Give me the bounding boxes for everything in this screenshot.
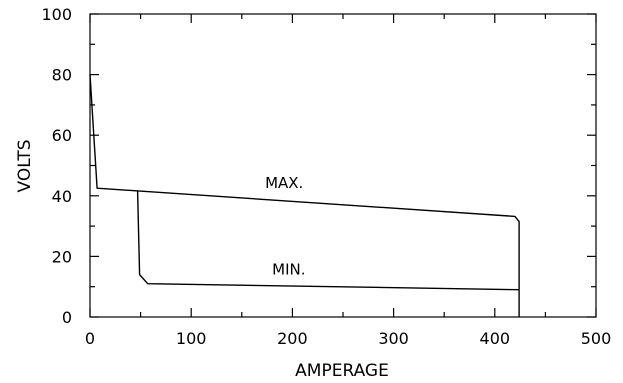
- y-axis-label: VOLTS: [15, 139, 35, 192]
- plot-frame: [89, 13, 597, 318]
- y-tick-label: 100: [41, 5, 72, 24]
- x-tick-label: 400: [480, 329, 511, 348]
- y-tick-label: 40: [52, 187, 72, 206]
- series-line-min: [136, 191, 520, 291]
- y-tick-label: 80: [52, 66, 72, 85]
- x-tick-label: 500: [581, 329, 612, 348]
- x-axis-label: AMPERAGE: [295, 361, 389, 381]
- axes: 0 100 200 300 400 500 0 20 40 60 80 100: [41, 5, 611, 348]
- series-line-max: [89, 74, 520, 317]
- annotation-layer: MAX. MIN.: [265, 174, 305, 278]
- annotation-label: MIN.: [272, 261, 305, 279]
- y-tick-label: 20: [52, 247, 72, 266]
- x-tick-label: 200: [277, 329, 308, 348]
- y-tick-label: 60: [52, 126, 72, 145]
- x-tick-label: 100: [176, 329, 207, 348]
- x-tick-label: 300: [378, 329, 409, 348]
- x-tick-label: 0: [85, 329, 95, 348]
- series-layer: [89, 74, 520, 317]
- y-tick-label: 0: [62, 308, 72, 327]
- annotation-label: MAX.: [265, 174, 303, 192]
